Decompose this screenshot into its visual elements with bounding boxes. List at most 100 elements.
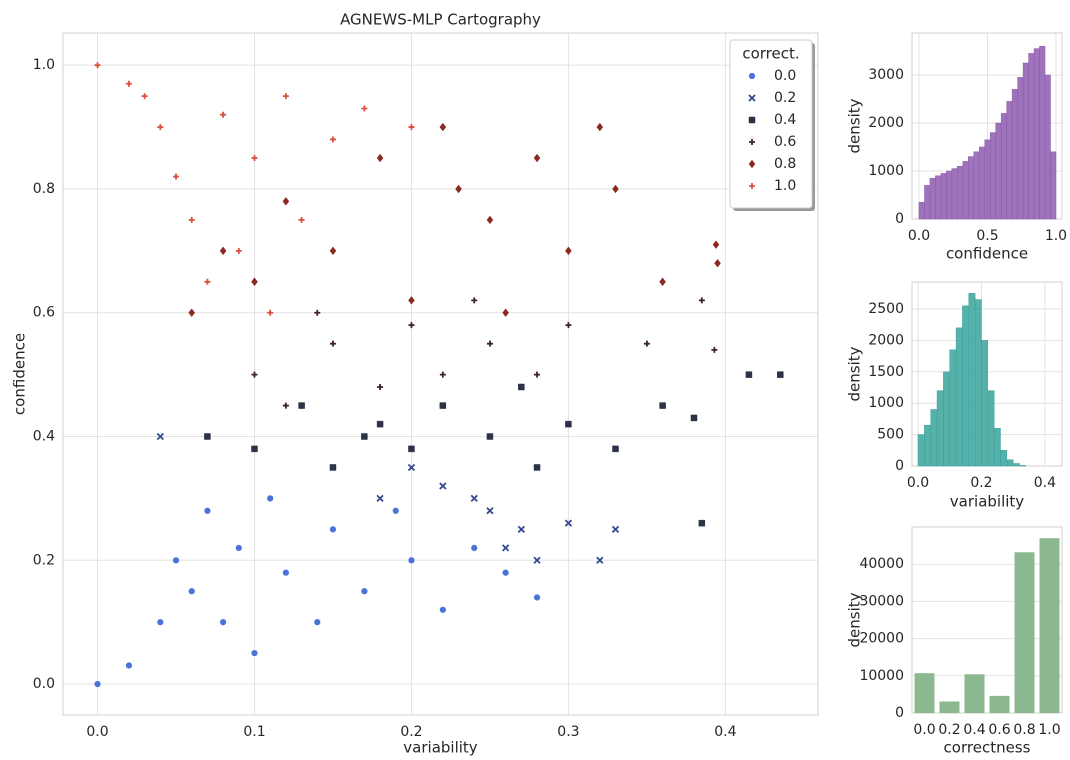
point [534,371,541,378]
legend-label: 0.8 [774,156,796,172]
point [377,383,384,390]
y-tick-label: 1.0 [33,57,55,73]
point [298,216,305,223]
y-tick-label: 20000 [859,631,904,647]
point [408,124,415,131]
histogram-bar [957,165,964,220]
y-tick-label: 0.4 [33,429,55,445]
histogram-bar [993,428,1001,467]
legend-label: 1.0 [774,178,796,194]
subplot: 0.0 0.2 0.4 0.6 0.8 1.0 0.0 0.1 0.2 0.3 0.4 AGNEWS-… [11,11,819,757]
point [141,93,148,100]
histogram-bar [918,201,925,220]
histogram-bar [973,151,980,220]
histogram-bar [1000,113,1007,220]
x-tick-label: 0.0 [86,724,108,740]
x-tick-label: 0.4 [963,722,985,738]
y-tick-label: 1000 [868,395,904,411]
x-tick-label: 0.8 [1013,722,1035,738]
histogram-bar [1039,45,1046,220]
legend-label: 0.2 [774,90,796,106]
point [565,246,572,256]
bar [939,701,960,713]
axes-frame [911,526,1063,714]
y-tick-label: 3000 [868,67,904,83]
histogram-bar [1011,89,1018,220]
point [313,618,321,626]
point [220,111,227,118]
y-tick-label: 0 [895,211,904,227]
point [439,606,447,614]
legend-label: 0.0 [774,68,796,84]
point [251,277,258,287]
point [298,402,305,409]
bar [914,673,935,713]
point [643,340,650,347]
y-tick-label: 0 [895,458,904,474]
histogram-bar [1012,463,1020,467]
point [329,136,336,143]
histogram-bar [987,390,995,467]
point [439,371,446,378]
histogram-bar [1017,77,1024,220]
histogram-bar [968,293,976,467]
x-tick-label: 0.2 [938,722,960,738]
y-axis-label: density [846,592,864,647]
point [94,62,101,69]
point [251,371,258,378]
histogram-bar [989,132,996,220]
point [250,649,258,657]
legend-label: 0.6 [774,134,796,150]
x-axis-label: variability [403,739,478,757]
point [612,445,619,453]
point [408,322,415,329]
point [596,122,604,132]
point [329,340,336,347]
x-tick-label: 0.2 [970,475,992,491]
legend-marker [749,183,755,189]
histogram-bar [984,139,991,220]
point [188,216,195,223]
point [204,278,211,285]
point [188,308,196,318]
legend-label: 0.4 [774,112,796,128]
x-tick-label: 0.0 [908,228,930,244]
point [173,173,180,180]
x-tick-label: 0.5 [976,228,998,244]
histogram-bar [974,299,982,467]
y-tick-label: 30000 [859,593,904,609]
point [408,296,415,305]
point [204,433,211,440]
x-axis-label: variability [950,493,1025,511]
point [329,525,337,533]
point [439,122,447,132]
x-axis-label: correctness [944,739,1031,757]
point [611,525,620,533]
point [408,445,415,453]
point [251,155,258,162]
subplot: 0 10000 20000 30000 40000 correctness density 0… [846,526,1063,757]
y-tick-label: 0.6 [33,305,55,321]
point [533,153,541,163]
x-tick-label: 0.4 [714,724,736,740]
point [455,184,462,194]
point [360,587,368,595]
point [376,153,384,163]
point [219,246,227,256]
y-tick-label: 40000 [859,556,904,572]
point [470,494,478,503]
point [502,544,510,552]
point [361,105,368,112]
point [470,544,478,552]
x-tick-label: 0.0 [907,475,929,491]
histogram-bar [949,349,957,467]
subplot: 0 500 1000 1500 2000 2500 0.0 0.2 0.4 variability… [846,281,1063,511]
legend-title: correct. [742,45,799,63]
point [235,247,242,254]
legend-marker [748,159,756,169]
histogram-bar [1028,53,1035,220]
point [690,414,698,422]
point [125,661,133,669]
point [564,519,573,527]
histogram-bar [930,409,938,467]
